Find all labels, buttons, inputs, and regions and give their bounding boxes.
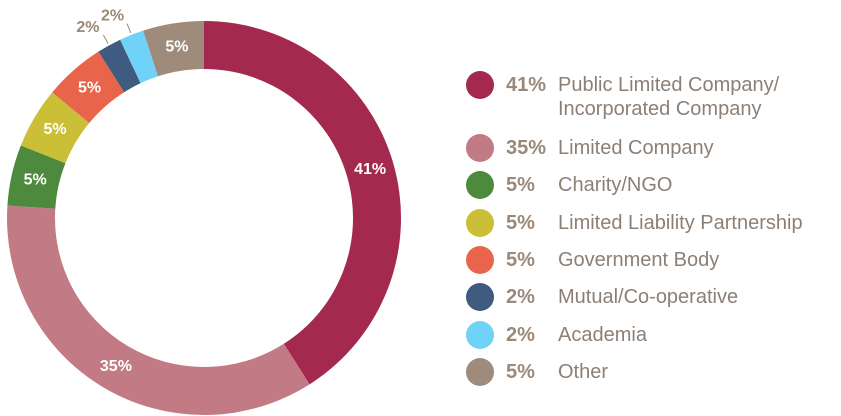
slice xyxy=(7,145,66,209)
legend-value: 5% xyxy=(506,174,535,197)
slice-label: 5% xyxy=(24,171,47,188)
legend-item: 2% Mutual/Co-operative xyxy=(466,283,739,312)
legend-swatch xyxy=(466,71,494,99)
slice-label: 35% xyxy=(100,358,132,375)
legend-label: Academia xyxy=(558,323,647,346)
legend-swatch xyxy=(466,245,494,274)
legend-item: 5% Other xyxy=(466,357,609,386)
legend-value: 35% xyxy=(506,137,547,159)
legend-item: 5% Limited Liability Partnership xyxy=(466,208,803,237)
legend-label: Public Limited Company/ Incorporated Com… xyxy=(558,74,780,120)
legend-swatch xyxy=(466,320,494,349)
slice xyxy=(52,51,125,124)
legend-value: 2% xyxy=(506,323,535,346)
legend-label: Limited Liability Partnership xyxy=(558,211,803,234)
legend-item: 5% Government Body xyxy=(466,245,720,274)
leader-line xyxy=(102,34,109,44)
legend-value: 5% xyxy=(506,360,535,383)
slice-label: 2% xyxy=(76,19,99,36)
slice-label: 2% xyxy=(101,7,124,24)
legend-item: 35% Limited Company xyxy=(466,134,714,162)
legend-value: 5% xyxy=(506,211,535,234)
slice xyxy=(120,30,158,84)
legend-item: 5% Charity/NGO xyxy=(466,171,673,200)
slice-label: 5% xyxy=(78,79,101,96)
slice xyxy=(20,92,90,164)
legend-value: 2% xyxy=(506,286,535,309)
legend-label: Government Body xyxy=(558,248,720,271)
slice-label: 5% xyxy=(165,38,188,55)
legend-swatch xyxy=(466,357,494,386)
legend-swatch xyxy=(466,134,494,162)
slice xyxy=(143,21,204,77)
legend-label: Limited Company xyxy=(558,137,714,159)
slice xyxy=(204,21,402,385)
legend-label: Mutual/Co-operative xyxy=(558,286,739,309)
legend-item: 41% Public Limited Company/ Incorporated … xyxy=(466,71,780,121)
slice xyxy=(6,205,310,415)
legend-swatch xyxy=(466,171,494,200)
slice-label: 41% xyxy=(354,161,386,178)
legend-swatch xyxy=(466,283,494,312)
legend-item: 2% Academia xyxy=(466,320,647,349)
legend-label: Other xyxy=(558,360,609,383)
legend-value: 5% xyxy=(506,248,535,271)
legend-label: Charity/NGO xyxy=(558,174,673,197)
leader-line xyxy=(126,23,132,34)
slice-label: 5% xyxy=(44,121,67,138)
legend-value: 41% xyxy=(506,74,547,96)
legend-swatch xyxy=(466,208,494,237)
slice xyxy=(98,39,141,93)
